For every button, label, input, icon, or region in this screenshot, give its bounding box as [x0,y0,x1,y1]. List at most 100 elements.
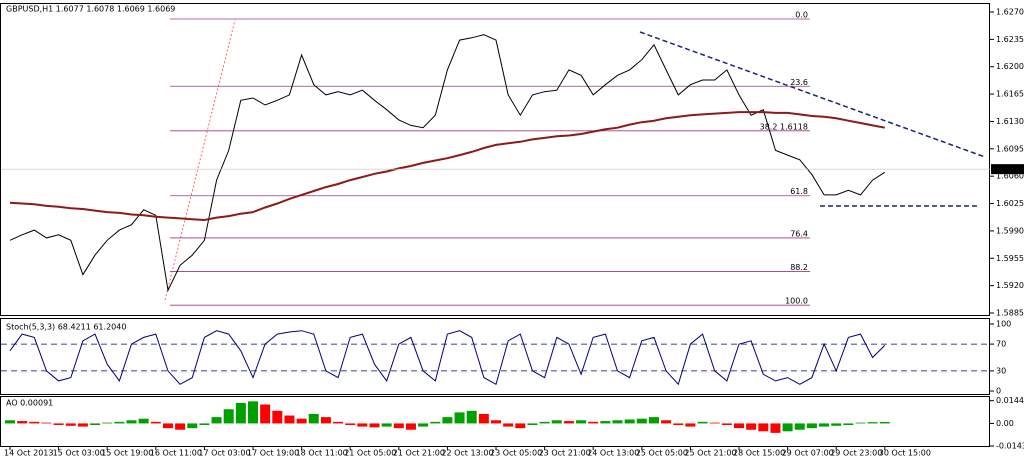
x-tick-label: 21 Oct 21:00 [393,449,445,458]
ao-bar [758,423,769,432]
ao-bar [855,422,866,424]
ao-bar [284,415,295,424]
price-panel [0,3,990,316]
fib-label: 76.4 [790,229,808,238]
ao-bar [223,409,234,424]
x-tick-label: 22 Oct 13:00 [441,449,493,458]
stoch-panel [0,318,990,395]
fib-label: 100.0 [785,297,808,306]
x-tick-label: 30 Oct 15:00 [879,449,931,458]
x-tick-label: 17 Oct 19:00 [247,449,299,458]
y-tick-label: 1.6270 [996,8,1024,17]
ao-bar [636,418,647,424]
ao-bar [65,423,76,426]
fib-trend [164,19,236,301]
ao-bar [175,423,186,430]
y-tick-label: 1.6235 [996,35,1024,44]
ao-bar [588,421,599,424]
ao-bar [819,423,830,427]
x-tick-label: 28 Oct 15:00 [733,449,785,458]
ao-bar [114,421,125,424]
ao-bar [442,417,453,424]
ao-bar [685,423,696,427]
ao-bar [782,423,793,432]
ao-bar [162,423,173,429]
ao-bar [187,423,198,429]
y-tick-label: 0.01444 [996,396,1024,405]
x-tick-label: 17 Oct 03:00 [198,449,250,458]
y-tick-label: 1.6200 [996,62,1024,71]
ao-bar [430,421,441,424]
y-tick-label: 100 [996,320,1011,329]
ao-bar [308,413,319,424]
ao-bar [539,421,550,424]
y-tick-label: 1.5990 [996,226,1024,235]
ao-bar [612,420,623,424]
y-tick-label: 1.5920 [996,281,1024,290]
ao-bar [199,423,210,425]
last-price-label: 1.6069 [994,165,1022,174]
ao-bar [126,420,137,424]
ao-bar [77,423,88,427]
x-tick-label: 24 Oct 13:00 [587,449,639,458]
ao-bar [515,423,526,429]
ao-title: AO 0.00091 [6,399,53,408]
x-tick-label: 15 Oct 19:00 [101,449,153,458]
fib-label: 61.8 [790,187,808,196]
ao-bar [563,421,574,424]
ao-bar [709,422,720,424]
ao-bar [320,417,331,424]
ao-bar [867,422,878,424]
series-line [9,330,886,386]
ao-bar [697,421,708,424]
ao-bar [576,420,587,424]
ao-bar [211,417,222,424]
x-tick-label: 25 Oct 21:00 [684,449,736,458]
ao-bar [405,423,416,430]
ao-bar [138,418,149,424]
y-tick-label: 1.6095 [996,144,1024,153]
y-tick-label: -0.01433 [996,442,1024,451]
ao-bar [503,423,514,427]
ao-bar [296,418,307,424]
x-tick-label: 15 Oct 03:00 [53,449,105,458]
x-tick-label: 21 Oct 05:00 [344,449,396,458]
y-tick-label: 1.6165 [996,90,1024,99]
x-tick-label: 23 Oct 05:00 [490,449,542,458]
x-tick-label: 29 Oct 07:00 [782,449,834,458]
y-tick-label: 1.5885 [996,309,1024,318]
ao-bar [235,402,246,424]
ao-bar [600,421,611,424]
y-tick-label: 70 [996,340,1006,349]
y-tick-label: 1.6060 [996,172,1024,181]
y-tick-label: 0 [996,387,1001,396]
ao-bar [843,423,854,425]
ao-bar [491,420,501,424]
ao-bar [661,420,672,424]
ao-bar [879,421,890,424]
x-tick-label: 14 Oct 2013 [4,449,53,458]
fib-label: 38.2 1.6118 [760,122,808,131]
ao-bar [746,423,757,430]
fib-label: 0.0 [795,11,808,20]
ao-bar [90,423,101,425]
ao-bar [102,422,113,424]
ao-bar [381,423,392,427]
ao-bar [478,413,489,424]
ao-bar [721,423,732,425]
y-tick-label: 0.00 [996,419,1014,428]
series-line [9,111,885,222]
y-tick-label: 1.5955 [996,254,1024,263]
ao-bar [831,423,842,426]
ao-bar [272,410,283,424]
ao-bar [29,421,40,424]
fib-label: 23.6 [790,78,808,87]
ao-bar [150,421,161,424]
ao-bar [648,417,659,424]
ao-bar [41,422,52,424]
ao-bar [527,423,538,425]
ao-bar [770,423,781,433]
ao-bar [369,423,380,428]
ao-panel [0,396,990,447]
